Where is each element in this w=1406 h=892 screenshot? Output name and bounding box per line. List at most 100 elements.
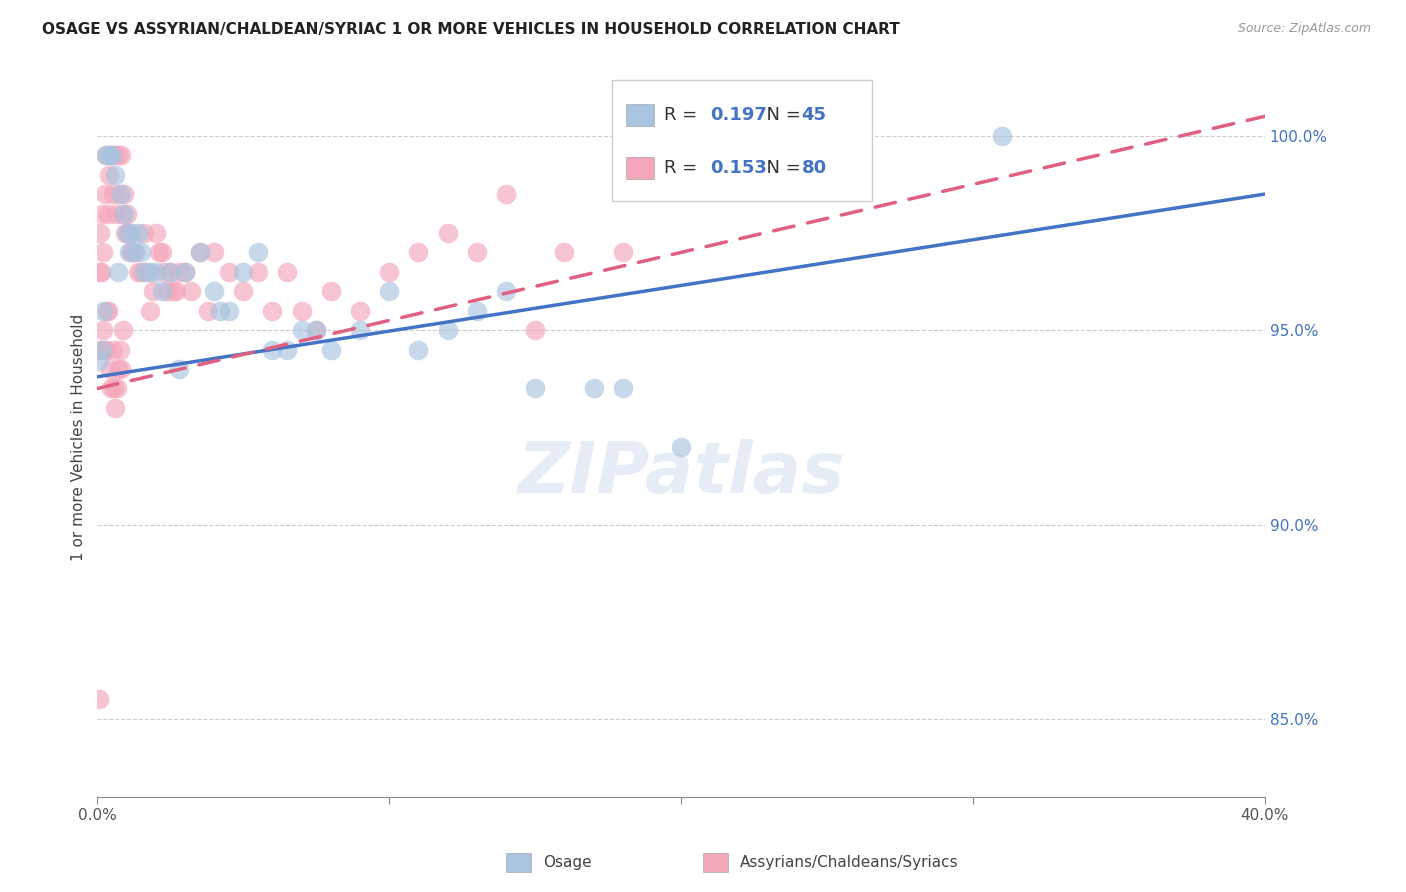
Point [129, 245, 152, 260]
Text: Assyrians/Chaldeans/Syriacs: Assyrians/Chaldeans/Syriacs [740, 855, 957, 870]
Point [93, 343, 115, 357]
Point [262, 343, 284, 357]
Point [305, 323, 328, 337]
Text: Osage: Osage [543, 855, 592, 870]
Point [553, 245, 575, 260]
Point [150, 285, 173, 299]
Point [232, 285, 254, 299]
Point [107, 265, 129, 279]
Point [97, 206, 120, 220]
Point [408, 245, 430, 260]
Point [495, 285, 517, 299]
Point [991, 128, 1014, 143]
Point [124, 245, 146, 260]
Point [104, 401, 127, 415]
Point [349, 303, 371, 318]
Point [378, 265, 401, 279]
Point [101, 148, 124, 162]
Point [87, 354, 110, 368]
Point [145, 226, 167, 240]
Point [436, 226, 458, 240]
Point [262, 303, 284, 318]
Point [89, 265, 111, 279]
Point [112, 187, 135, 202]
Point [121, 245, 143, 260]
Point [145, 265, 167, 279]
Point [408, 343, 430, 357]
Point [110, 187, 132, 202]
Point [112, 206, 135, 220]
Point [110, 148, 132, 162]
Point [100, 381, 122, 395]
Point [436, 323, 458, 337]
Point [232, 265, 254, 279]
Point [582, 381, 605, 395]
Point [90, 343, 112, 357]
Point [669, 440, 692, 454]
Point [103, 381, 125, 395]
Point [349, 323, 371, 337]
Point [90, 265, 112, 279]
Point [139, 303, 162, 318]
Point [180, 285, 202, 299]
Point [148, 245, 170, 260]
Point [124, 245, 146, 260]
Point [202, 285, 225, 299]
Point [246, 265, 269, 279]
Point [465, 245, 488, 260]
Point [465, 303, 488, 318]
Point [101, 148, 124, 162]
Point [159, 265, 181, 279]
Point [174, 265, 197, 279]
Text: R =: R = [664, 106, 703, 124]
Point [167, 362, 190, 376]
Point [98, 148, 121, 162]
Point [97, 303, 120, 318]
Point [153, 265, 176, 279]
Point [89, 226, 111, 240]
Point [218, 265, 240, 279]
Point [108, 187, 131, 202]
Point [98, 362, 121, 376]
Point [94, 343, 117, 357]
Point [107, 362, 129, 376]
Point [159, 265, 181, 279]
Text: 0.197: 0.197 [710, 106, 766, 124]
Point [100, 148, 122, 162]
Point [218, 303, 240, 318]
Point [197, 303, 219, 318]
Point [188, 245, 211, 260]
Point [156, 285, 179, 299]
Point [105, 206, 128, 220]
Point [87, 343, 110, 357]
Point [142, 285, 165, 299]
Point [114, 226, 136, 240]
Point [132, 226, 155, 240]
Point [90, 206, 112, 220]
Point [104, 148, 127, 162]
Text: 80: 80 [801, 159, 827, 177]
Point [121, 226, 143, 240]
Point [129, 265, 152, 279]
Point [612, 245, 634, 260]
Point [87, 692, 110, 706]
Point [107, 148, 129, 162]
Point [94, 148, 117, 162]
Point [319, 285, 342, 299]
Point [132, 265, 155, 279]
Text: 0.153: 0.153 [710, 159, 766, 177]
Point [111, 206, 134, 220]
Point [94, 148, 117, 162]
Point [115, 226, 138, 240]
Y-axis label: 1 or more Vehicles in Household: 1 or more Vehicles in Household [72, 313, 86, 561]
Point [612, 381, 634, 395]
Point [276, 343, 298, 357]
Text: Source: ZipAtlas.com: Source: ZipAtlas.com [1237, 22, 1371, 36]
Point [91, 303, 114, 318]
Point [108, 343, 131, 357]
Point [127, 226, 149, 240]
Point [118, 226, 141, 240]
Point [117, 226, 139, 240]
Point [188, 245, 211, 260]
Point [93, 187, 115, 202]
